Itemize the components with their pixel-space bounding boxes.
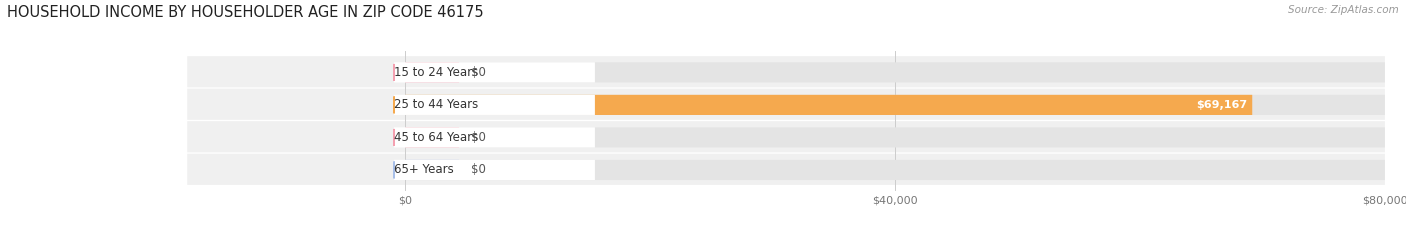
Text: 15 to 24 Years: 15 to 24 Years — [394, 66, 478, 79]
Text: 65+ Years: 65+ Years — [394, 163, 454, 176]
Text: $69,167: $69,167 — [1197, 100, 1247, 110]
Text: 45 to 64 Years: 45 to 64 Years — [394, 131, 478, 144]
FancyBboxPatch shape — [394, 127, 595, 147]
FancyBboxPatch shape — [187, 121, 1385, 152]
FancyBboxPatch shape — [394, 160, 595, 180]
FancyBboxPatch shape — [187, 56, 1385, 87]
Text: Source: ZipAtlas.com: Source: ZipAtlas.com — [1288, 5, 1399, 15]
Text: 25 to 44 Years: 25 to 44 Years — [394, 98, 478, 111]
Text: $0: $0 — [471, 131, 485, 144]
FancyBboxPatch shape — [187, 89, 1385, 120]
FancyBboxPatch shape — [394, 95, 595, 115]
Text: HOUSEHOLD INCOME BY HOUSEHOLDER AGE IN ZIP CODE 46175: HOUSEHOLD INCOME BY HOUSEHOLDER AGE IN Z… — [7, 5, 484, 20]
FancyBboxPatch shape — [187, 154, 1385, 185]
Text: $0: $0 — [471, 163, 485, 176]
FancyBboxPatch shape — [405, 62, 1385, 82]
FancyBboxPatch shape — [405, 160, 1385, 180]
FancyBboxPatch shape — [405, 62, 460, 82]
FancyBboxPatch shape — [405, 127, 460, 147]
Text: $0: $0 — [471, 66, 485, 79]
FancyBboxPatch shape — [405, 95, 1253, 115]
FancyBboxPatch shape — [405, 160, 460, 180]
FancyBboxPatch shape — [405, 95, 1385, 115]
FancyBboxPatch shape — [394, 62, 595, 82]
FancyBboxPatch shape — [405, 127, 1385, 147]
